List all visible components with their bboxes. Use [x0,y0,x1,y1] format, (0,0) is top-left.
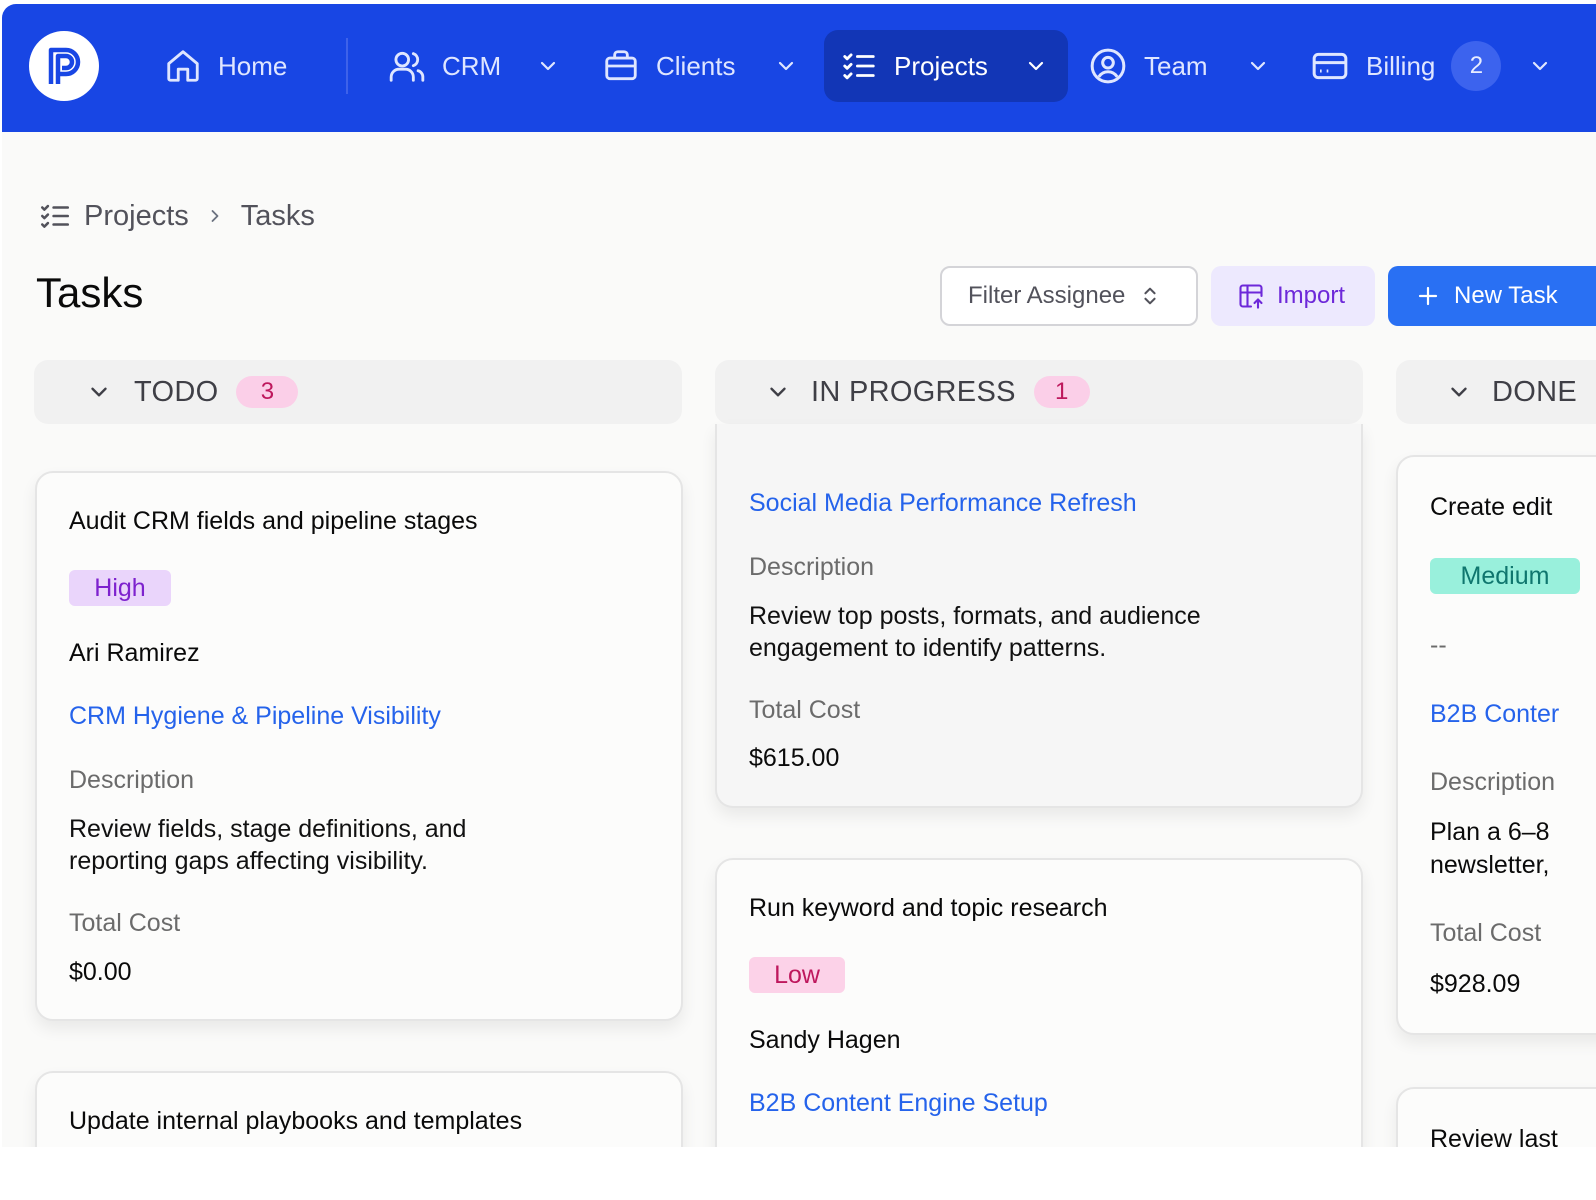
import-label: Import [1277,282,1346,309]
task-card[interactable]: Update internal playbooks and templates [35,1071,683,1147]
nav-billing[interactable]: Billing 2 [1310,30,1552,102]
chevron-down-icon[interactable] [1446,379,1472,405]
task-card[interactable]: Run keyword and topic research Low Sandy… [715,858,1363,1147]
task-title: Audit CRM fields and pipeline stages [69,507,478,535]
chevron-down-icon [1028,61,1044,71]
nav-team[interactable]: Team [1088,30,1270,102]
task-project-link[interactable]: B2B Conter [1430,700,1560,728]
chevron-down-icon[interactable] [765,379,791,405]
description-label: Description [749,553,875,581]
logo-icon [48,47,81,84]
list-check-icon [40,204,70,228]
import-button[interactable]: Import [1211,266,1375,326]
user-circle-icon [1090,48,1126,84]
nav-crm-label: CRM [442,50,502,81]
task-title: Update internal playbooks and templates [69,1107,523,1135]
table-import-icon [1239,284,1263,309]
total-cost-label: Total Cost [1430,919,1542,947]
nav-billing-label: Billing [1366,50,1436,81]
new-task-label: New Task [1454,282,1558,309]
breadcrumb: Projects Tasks [38,196,315,236]
nav-crm[interactable]: CRM [388,30,560,102]
app-logo[interactable] [29,31,99,101]
task-title: Create edit [1430,493,1553,521]
breadcrumb-current: Tasks [240,199,315,232]
total-cost-value: $928.09 [1430,970,1521,998]
nav-projects-label: Projects [894,50,988,81]
nav-home[interactable]: Home [164,30,334,102]
task-card[interactable]: Social Media Performance Refresh Descrip… [715,424,1363,808]
task-title: Review last [1430,1125,1558,1147]
column-count-badge: 1 [1033,376,1090,408]
column-title-in-progress: IN PROGRESS [811,375,1016,408]
total-cost-value: $615.00 [749,744,840,772]
description-label: Description [1430,768,1556,796]
task-assignee: Sandy Hagen [749,1026,901,1054]
list-check-icon [843,53,875,80]
nav-team-label: Team [1144,50,1208,81]
column-header-todo[interactable]: TODO 3 [34,360,682,424]
chevron-down-icon [778,61,794,71]
total-cost-value: $0.00 [69,958,132,986]
total-cost-label: Total Cost [69,909,181,937]
task-description: Review fields, stage definitions, and re… [69,815,467,875]
description-label: Description [69,766,195,794]
column-header-in-progress[interactable]: IN PROGRESS 1 [715,360,1363,424]
chevron-up-down-icon [1144,287,1156,305]
task-card[interactable]: Review last [1396,1087,1596,1147]
billing-count-badge: 2 [1451,41,1502,91]
app-window: Home CRM Clients Projects [2,4,1596,1147]
chevron-down-icon [1532,61,1548,71]
column-title-todo: TODO [134,375,219,408]
task-description-line: Plan a 6–8 [1430,818,1550,846]
new-task-button[interactable]: New Task [1388,266,1596,326]
task-title: Run keyword and topic research [749,894,1108,922]
chevron-down-icon [540,61,556,71]
plus-icon [1418,286,1438,306]
chevron-down-icon [1250,61,1266,71]
chevron-down-icon[interactable] [86,379,112,405]
column-header-done[interactable]: DONE [1396,360,1596,424]
page-title: Tasks [36,269,144,316]
task-description: Review top posts, formats, and audience … [749,602,1201,662]
nav-divider [346,38,348,94]
task-assignee: Ari Ramirez [69,639,200,667]
briefcase-icon [605,50,637,81]
users-icon [389,51,425,82]
nav-home-label: Home [218,50,288,81]
task-project-link[interactable]: B2B Content Engine Setup [749,1089,1048,1117]
priority-badge: Medium [1430,558,1580,594]
priority-badge: Low [749,957,845,993]
nav-projects[interactable]: Projects [824,30,1068,102]
chevron-right-icon [211,210,219,222]
task-assignee: -- [1430,631,1447,659]
task-card[interactable]: Create edit Medium -- B2B Conter Descrip… [1396,455,1596,1035]
credit-card-icon [1312,52,1348,80]
nav-clients[interactable]: Clients [602,30,798,102]
breadcrumb-separator [205,206,225,226]
task-project-link[interactable]: CRM Hygiene & Pipeline Visibility [69,702,441,730]
home-icon [167,50,199,82]
nav-clients-label: Clients [656,50,736,81]
column-count-badge: 3 [236,376,299,408]
filter-assignee-select[interactable]: Filter Assignee [940,266,1198,326]
filter-assignee-label: Filter Assignee [968,282,1126,309]
total-cost-label: Total Cost [749,696,861,724]
task-card[interactable]: Audit CRM fields and pipeline stages Hig… [35,471,683,1021]
priority-badge: High [69,570,171,606]
column-title-done: DONE [1492,375,1577,408]
top-navbar: Home CRM Clients Projects [2,4,1596,132]
breadcrumb-projects-link[interactable]: Projects [84,199,189,232]
task-project-link[interactable]: Social Media Performance Refresh [749,489,1137,517]
task-description-line: newsletter, [1430,851,1550,879]
